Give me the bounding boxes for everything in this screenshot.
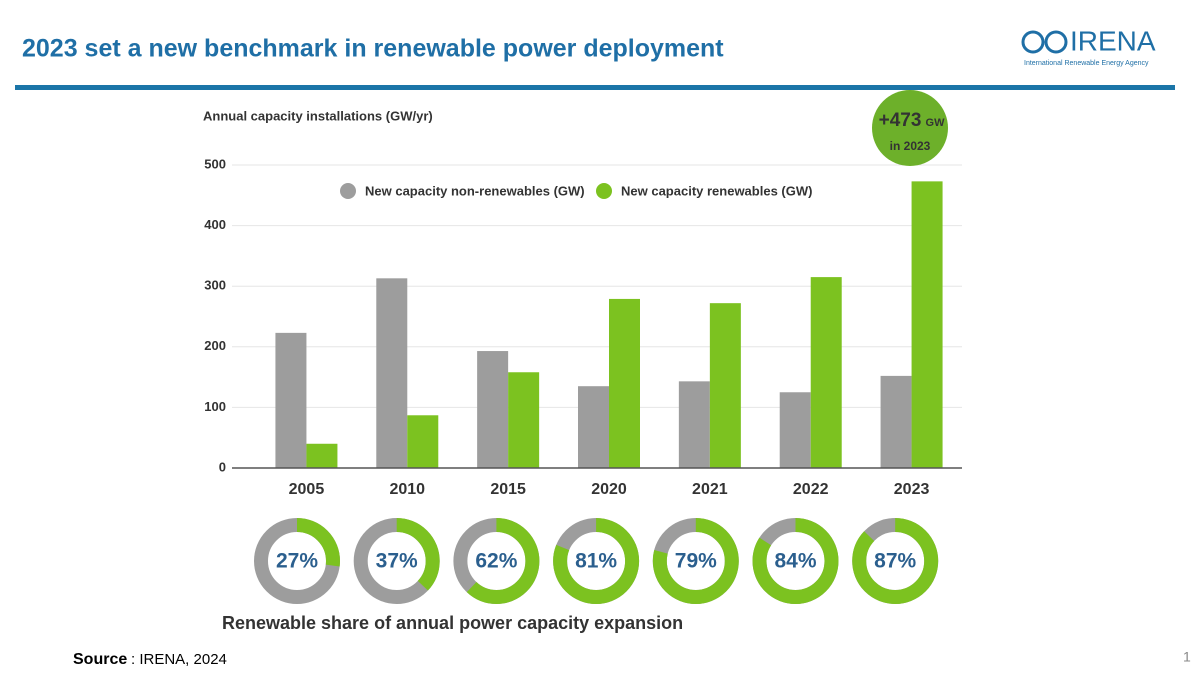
legend-marker xyxy=(596,183,612,199)
bar xyxy=(578,386,609,468)
bar xyxy=(306,443,338,468)
legend-label: New capacity non-renewables (GW) xyxy=(365,183,585,198)
x-tick-label: 2020 xyxy=(591,481,627,498)
donut-share xyxy=(652,518,739,604)
donut-label: 27% xyxy=(276,550,318,573)
y-tick-label: 100 xyxy=(204,399,226,414)
bar xyxy=(376,278,408,468)
bar xyxy=(275,332,307,468)
donut-share xyxy=(553,518,640,604)
logo-subtitle: International Renewable Energy Agency xyxy=(1024,60,1149,67)
y-tick-label: 0 xyxy=(219,459,226,474)
page-number: 1 xyxy=(1183,649,1191,665)
donut-share xyxy=(852,518,939,604)
slide-title: 2023 set a new benchmark in renewable po… xyxy=(22,35,724,63)
x-tick-label: 2022 xyxy=(793,481,829,498)
annotation-badge xyxy=(872,90,948,166)
bar xyxy=(678,381,710,468)
bar xyxy=(880,375,912,468)
donut-label: 79% xyxy=(675,550,717,573)
bar xyxy=(477,351,509,468)
bar xyxy=(508,372,540,468)
bar xyxy=(911,181,943,468)
logo-ring xyxy=(1021,30,1045,54)
donut-label: 81% xyxy=(575,550,617,573)
donut-share xyxy=(453,518,540,604)
source-label: Source xyxy=(73,651,127,668)
bar xyxy=(407,415,439,468)
legend-marker xyxy=(340,183,356,199)
donut-share xyxy=(752,518,839,604)
x-tick-label: 2005 xyxy=(289,481,325,498)
bar xyxy=(779,392,811,468)
y-tick-label: 400 xyxy=(204,217,226,232)
donut-share xyxy=(353,518,440,604)
legend-label: New capacity renewables (GW) xyxy=(621,183,812,198)
y-axis-label: Annual capacity installations (GW/yr) xyxy=(203,108,433,123)
donut-title: Renewable share of annual power capacity… xyxy=(222,613,683,633)
annotation-note: in 2023 xyxy=(890,139,931,153)
logo-name: IRENA xyxy=(1070,25,1156,56)
y-tick-label: 500 xyxy=(204,156,226,171)
donut-label: 62% xyxy=(475,550,517,573)
bar xyxy=(709,303,741,468)
x-tick-label: 2015 xyxy=(490,481,526,498)
bar xyxy=(810,277,842,468)
donut-label: 84% xyxy=(774,550,816,573)
donut-share xyxy=(254,518,340,604)
y-tick-label: 200 xyxy=(204,338,226,353)
annotation-value: +473 xyxy=(879,110,922,131)
title-rule xyxy=(15,85,1175,90)
y-tick-label: 300 xyxy=(204,278,226,293)
x-tick-label: 2021 xyxy=(692,481,728,498)
logo-ring xyxy=(1044,30,1068,54)
x-tick-label: 2010 xyxy=(389,481,425,498)
source-text: : IRENA, 2024 xyxy=(131,651,227,668)
donut-label: 37% xyxy=(376,550,418,573)
annotation-unit: GW xyxy=(926,117,946,129)
bar xyxy=(609,298,640,468)
logo: IRENA International Renewable Energy Age… xyxy=(1021,25,1156,67)
donut-label: 87% xyxy=(874,550,916,573)
x-tick-label: 2023 xyxy=(894,481,930,498)
